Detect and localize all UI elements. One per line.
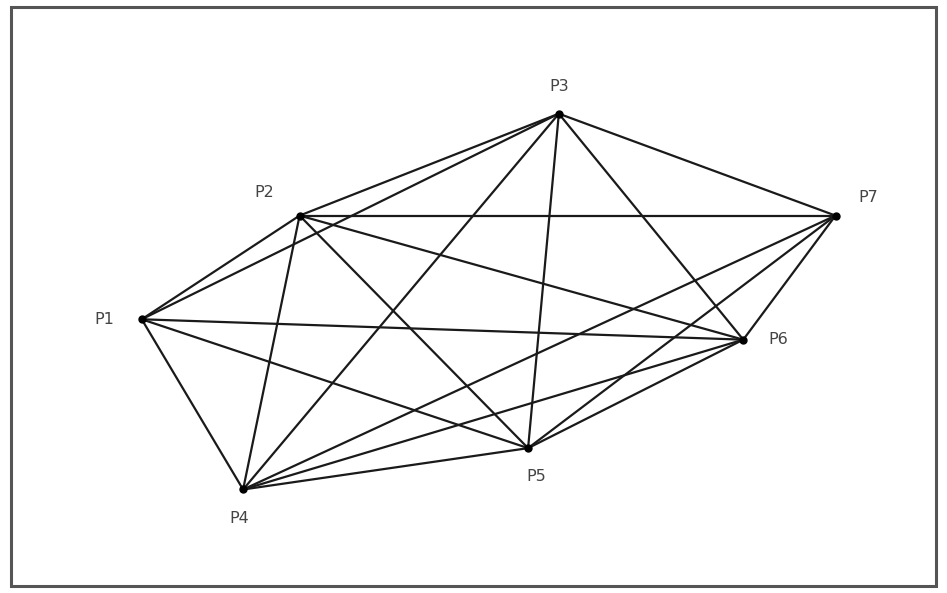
- Text: P5: P5: [527, 470, 546, 484]
- Text: P3: P3: [549, 79, 568, 94]
- Text: P4: P4: [229, 511, 249, 526]
- Text: P6: P6: [768, 332, 788, 347]
- Text: P1: P1: [95, 312, 115, 327]
- Text: P2: P2: [255, 185, 275, 200]
- Text: P7: P7: [859, 190, 879, 205]
